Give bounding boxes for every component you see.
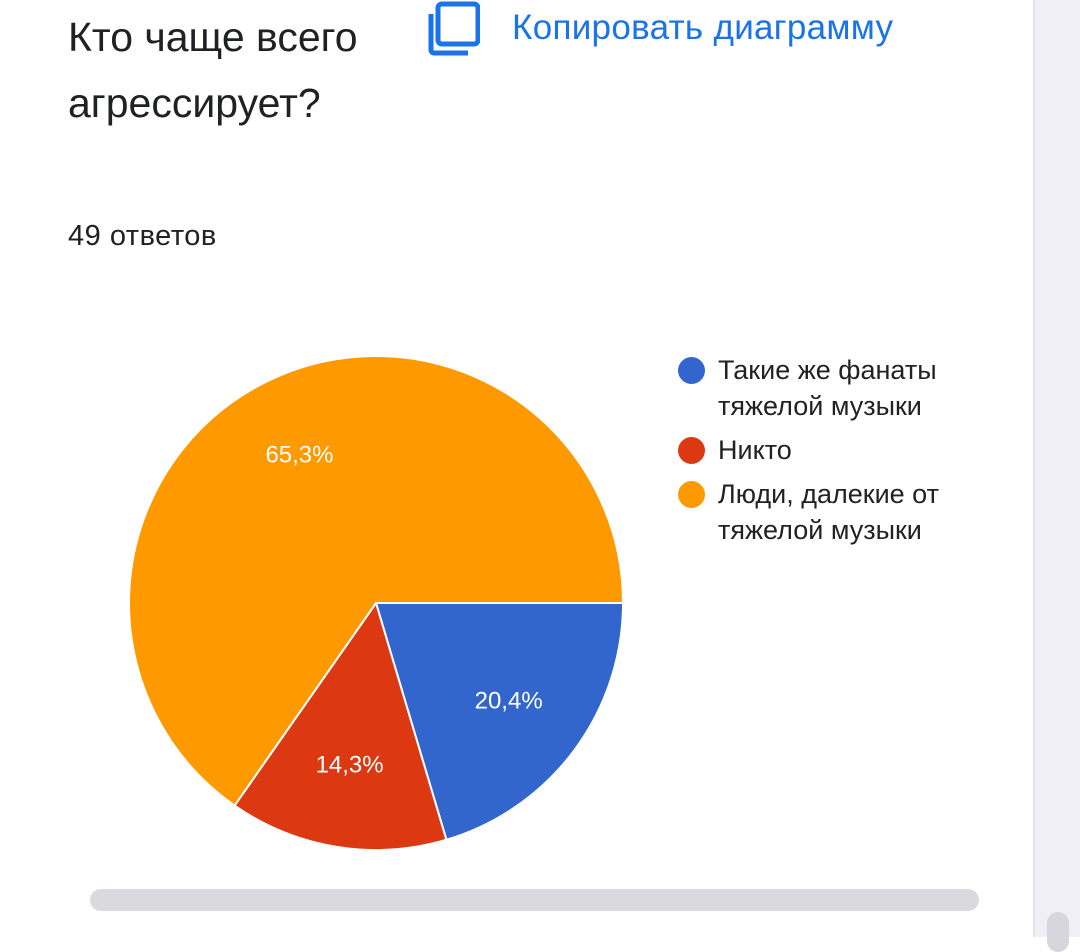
chart-legend: Такие же фанаты тяжелой музыки Никто Люди,… [678, 352, 998, 556]
page-background-strip [1035, 0, 1080, 937]
copy-icon [428, 0, 480, 56]
pie-slice-label-1: 14,3% [316, 752, 384, 779]
legend-item-2: Люди, далекие от тяжелой музыки [678, 476, 998, 548]
legend-swatch [678, 481, 705, 508]
legend-swatch [678, 357, 705, 384]
legend-item-0: Такие же фанаты тяжелой музыки [678, 352, 998, 424]
legend-swatch [678, 437, 705, 464]
legend-label: Никто [718, 435, 792, 465]
response-count: 49 ответов [68, 220, 217, 252]
pie-chart-svg: 20,4% 14,3% 65,3% [128, 355, 625, 851]
vertical-scrollbar-thumb[interactable] [1047, 912, 1069, 952]
pie-slice-label-0: 20,4% [475, 687, 543, 714]
legend-label: Такие же фанаты тяжелой музыки [718, 355, 937, 421]
pie-slice-2[interactable] [128, 355, 625, 807]
pie-slice-0[interactable] [374, 602, 625, 841]
copy-chart-button[interactable]: Копировать диаграмму [428, 0, 893, 56]
horizontal-scrollbar[interactable] [90, 889, 979, 911]
pie-slice-1[interactable] [233, 600, 448, 851]
legend-item-1: Никто [678, 432, 998, 468]
copy-chart-label: Копировать диаграмму [512, 8, 894, 47]
pie-slice-label-2: 65,3% [265, 442, 333, 469]
pie-chart: 20,4% 14,3% 65,3% [0, 300, 1033, 880]
legend-label: Люди, далекие от тяжелой музыки [718, 479, 939, 545]
question-title: Кто чаще всего агрессирует? [68, 14, 358, 126]
question-card: Кто чаще всего агрессирует? 49 ответов К… [0, 0, 1035, 937]
